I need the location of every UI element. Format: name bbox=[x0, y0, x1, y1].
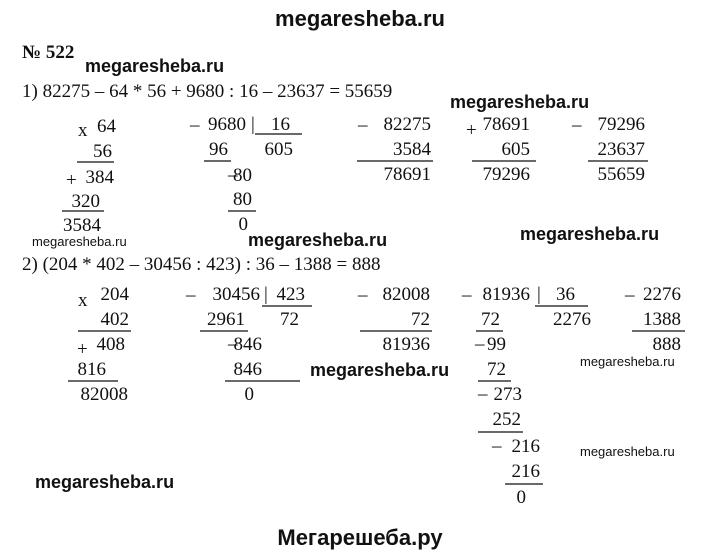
problem-number: № 522 bbox=[22, 42, 74, 63]
calc-entry: 79296 bbox=[598, 114, 646, 135]
calc-entry: _ bbox=[357, 278, 368, 299]
calc-entry: 846 bbox=[234, 334, 263, 355]
calc-entry: _ bbox=[227, 158, 238, 179]
calc-entry: _ bbox=[189, 108, 200, 129]
calc-entry: 78691 bbox=[384, 164, 432, 185]
calc-entry: _ bbox=[461, 278, 472, 299]
calc-entry: _ bbox=[474, 327, 485, 348]
watermark: megaresheba.ru bbox=[85, 56, 224, 76]
watermark: megaresheba.ru bbox=[32, 234, 127, 249]
equation: 1) 82275 – 64 * 56 + 9680 : 16 – 23637 =… bbox=[22, 81, 392, 102]
calc-entry: 423 bbox=[277, 284, 306, 305]
watermark: megaresheba.ru bbox=[35, 472, 174, 492]
calc-entry: | bbox=[264, 284, 268, 305]
calc-entry: 81936 bbox=[383, 334, 431, 355]
calc-entry: _ bbox=[477, 377, 488, 398]
calc-entry: 888 bbox=[653, 334, 682, 355]
calc-entry: 252 bbox=[493, 409, 522, 430]
calc-entry: + bbox=[66, 170, 77, 191]
header-site: megaresheba.ru bbox=[275, 6, 445, 31]
calc-entry: 72 bbox=[411, 309, 430, 330]
calc-entry: _ bbox=[624, 278, 635, 299]
calc-entry: 2276 bbox=[643, 284, 681, 305]
calc-entry: 0 bbox=[517, 487, 527, 508]
calc-entry: 402 bbox=[101, 309, 130, 330]
calc-entry: 0 bbox=[245, 384, 255, 405]
calc-entry: _ bbox=[185, 278, 196, 299]
equation: 2) (204 * 402 – 30456 : 423) : 36 – 1388… bbox=[22, 254, 381, 275]
calc-entry: + bbox=[77, 339, 88, 360]
watermark: megaresheba.ru bbox=[310, 360, 449, 380]
calc-entry: 1388 bbox=[643, 309, 681, 330]
calc-entry: 82275 bbox=[384, 114, 432, 135]
calc-entry: 96 bbox=[209, 139, 228, 160]
calc-entry: 605 bbox=[502, 139, 531, 160]
calc-entry: 82008 bbox=[81, 384, 129, 405]
calc-entry: 816 bbox=[78, 359, 107, 380]
footer-site: Мегарешеба.ру bbox=[277, 525, 443, 550]
calc-entry: _ bbox=[357, 108, 368, 129]
calc-entry: 846 bbox=[234, 359, 263, 380]
calc-entry: _ bbox=[491, 429, 502, 450]
calc-entry: 99 bbox=[487, 334, 506, 355]
calc-entry: 273 bbox=[494, 384, 523, 405]
calc-entry: 30456 bbox=[213, 284, 261, 305]
calc-entry: 320 bbox=[72, 191, 101, 212]
calc-entry: 3584 bbox=[63, 215, 102, 236]
calc-entry: 204 bbox=[101, 284, 130, 305]
calc-entry: 80 bbox=[233, 165, 252, 186]
calc-entry: 36 bbox=[556, 284, 575, 305]
watermark: megaresheba.ru bbox=[520, 224, 659, 244]
calc-entry: + bbox=[466, 120, 477, 141]
calc-entry: 216 bbox=[512, 461, 541, 482]
calc-entry: 72 bbox=[280, 309, 299, 330]
calc-entry: | bbox=[251, 114, 255, 135]
calc-entry: 23637 bbox=[598, 139, 646, 160]
calc-entry: | bbox=[537, 284, 541, 305]
calc-entry: 384 bbox=[86, 167, 115, 188]
calc-entry: 56 bbox=[93, 141, 112, 162]
calc-entry: 408 bbox=[97, 334, 126, 355]
calc-entry: 79296 bbox=[483, 164, 531, 185]
calc-entry: 2961 bbox=[207, 309, 245, 330]
watermark: megaresheba.ru bbox=[580, 354, 675, 369]
calc-entry: 3584 bbox=[393, 139, 432, 160]
calc-entry: 2276 bbox=[553, 309, 591, 330]
calc-entry: _ bbox=[571, 108, 582, 129]
calc-entry: 78691 bbox=[483, 114, 531, 135]
calc-entry: _ bbox=[227, 327, 238, 348]
calc-entry: 72 bbox=[481, 309, 500, 330]
calc-entry: 81936 bbox=[483, 284, 531, 305]
calc-entry: 82008 bbox=[383, 284, 431, 305]
calc-entry: 9680 bbox=[208, 114, 246, 135]
calc-entry: 80 bbox=[233, 189, 252, 210]
calc-entry: 16 bbox=[271, 114, 290, 135]
calc-entry: x bbox=[78, 290, 88, 311]
calc-entry: 55659 bbox=[598, 164, 646, 185]
calc-entry: 0 bbox=[239, 214, 249, 235]
calc-entry: 216 bbox=[512, 436, 541, 457]
calc-entry: x bbox=[78, 120, 88, 141]
watermark: megaresheba.ru bbox=[450, 92, 589, 112]
calc-entry: 64 bbox=[97, 116, 117, 137]
calc-entry: 605 bbox=[265, 139, 294, 160]
watermark: megaresheba.ru bbox=[580, 444, 675, 459]
watermark: megaresheba.ru bbox=[248, 230, 387, 250]
calc-entry: 72 bbox=[487, 359, 506, 380]
